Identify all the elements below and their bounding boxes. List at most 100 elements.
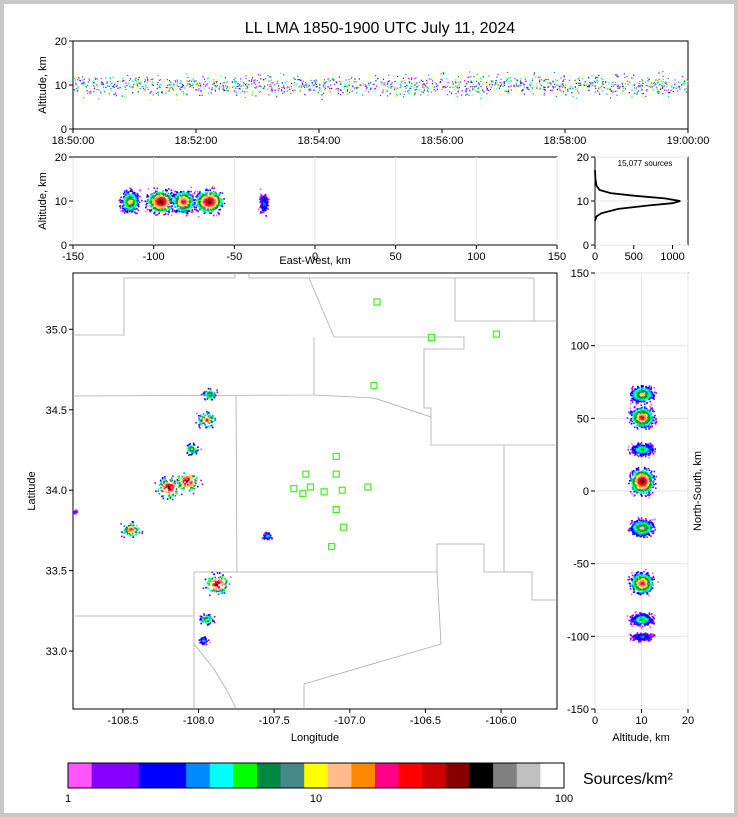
ew-height-source — [262, 203, 265, 205]
time-axis-tick-label: 18:56:00 — [421, 135, 464, 147]
time-height-source — [466, 77, 468, 79]
time-height-source — [498, 79, 500, 81]
ew-height-source — [173, 203, 175, 205]
time-height-source — [575, 97, 578, 99]
plan-view-source — [199, 617, 202, 620]
plan-view-source — [177, 482, 179, 485]
ew-height-source — [165, 204, 168, 206]
ew-height-source — [196, 201, 199, 204]
time-height-source — [564, 87, 566, 89]
time-height-source — [407, 77, 410, 79]
ew-height-source — [200, 202, 203, 204]
time-height-source — [138, 76, 140, 78]
ew-height-source — [123, 198, 126, 201]
time-height-source — [132, 82, 134, 84]
plan-view-source — [168, 485, 170, 487]
ew-height-source — [137, 203, 140, 205]
time-height-source — [436, 84, 438, 86]
ew-axis-tick-label: 150 — [548, 251, 566, 263]
time-height-source — [93, 87, 96, 89]
time-height-source — [468, 76, 470, 78]
ew-height-source — [164, 207, 166, 209]
ew-height-source — [207, 204, 210, 207]
plan-view-source — [75, 513, 77, 515]
ew-height-source — [258, 208, 260, 210]
ew-height-source — [163, 203, 166, 206]
time-height-source — [672, 87, 674, 89]
time-height-source — [252, 91, 254, 93]
lma-station-marker — [290, 485, 298, 493]
plan-view-source — [213, 616, 216, 618]
time-height-source — [517, 79, 519, 81]
ew-height-source — [209, 207, 211, 209]
plan-view-source — [181, 478, 184, 481]
time-height-source — [366, 85, 368, 87]
time-height-source — [588, 84, 590, 86]
plan-view-source — [214, 588, 216, 590]
ew-height-source — [218, 213, 220, 215]
ew-height-source — [197, 216, 200, 218]
time-height-source — [240, 92, 242, 94]
plan-view-source — [126, 533, 129, 536]
ew-height-source — [192, 202, 194, 204]
ew-height-source — [201, 199, 203, 201]
ew-height-source — [179, 208, 182, 211]
ew-height-source — [147, 208, 149, 211]
time-height-source — [297, 75, 299, 77]
time-height-source — [550, 82, 552, 84]
ew-height-source — [190, 194, 192, 197]
time-height-source — [105, 77, 107, 79]
time-height-source — [622, 87, 624, 89]
ew-height-source — [184, 209, 187, 211]
plan-view-source — [208, 413, 210, 415]
time-height-source — [655, 91, 657, 93]
time-height-source — [520, 85, 522, 87]
ew-height-source — [194, 201, 196, 204]
plan-view-source — [200, 622, 202, 625]
time-height-source — [653, 85, 655, 87]
ew-height-source — [168, 205, 171, 208]
time-height-source — [299, 90, 301, 92]
ew-height-source — [213, 202, 216, 205]
time-height-source — [186, 84, 188, 86]
ew-height-source — [168, 202, 170, 205]
ns-height-source — [630, 399, 632, 402]
time-height-source — [471, 94, 473, 96]
plan-view-source — [186, 452, 189, 454]
time-height-source — [616, 94, 618, 96]
time-height-source — [113, 76, 115, 78]
time-height-source — [290, 92, 292, 95]
time-height-source — [426, 80, 428, 82]
ew-height-source — [169, 207, 171, 209]
time-height-source — [433, 89, 435, 91]
ew-height-source — [214, 192, 217, 195]
time-height-source — [415, 77, 417, 79]
plan-view-source — [196, 450, 198, 453]
time-height-source — [668, 92, 670, 94]
time-height-source — [572, 87, 574, 89]
plan-view-ylabel: Latitude — [26, 471, 38, 510]
plan-view-source — [197, 446, 199, 448]
ns-height-source — [653, 398, 655, 400]
time-height-source — [303, 86, 306, 88]
time-height-source — [521, 89, 524, 91]
ew-height-source — [163, 202, 166, 205]
time-height-source — [482, 76, 484, 78]
plan-view-source — [202, 616, 204, 619]
ew-height-source — [266, 202, 269, 205]
time-height-source — [286, 87, 288, 89]
ew-height-source — [264, 201, 267, 204]
ew-height-source — [187, 204, 189, 206]
time-height-source — [569, 88, 572, 90]
time-height-source — [212, 82, 214, 85]
ew-height-source — [134, 211, 136, 213]
plan-view-source — [187, 483, 189, 486]
time-height-source — [485, 83, 487, 86]
ew-height-source — [181, 198, 184, 201]
time-height-source — [573, 87, 575, 89]
plan-view-source — [129, 530, 131, 532]
time-height-source — [149, 99, 151, 101]
time-height-source — [663, 89, 665, 91]
time-height-source — [606, 93, 608, 95]
time-height-source — [365, 90, 367, 92]
